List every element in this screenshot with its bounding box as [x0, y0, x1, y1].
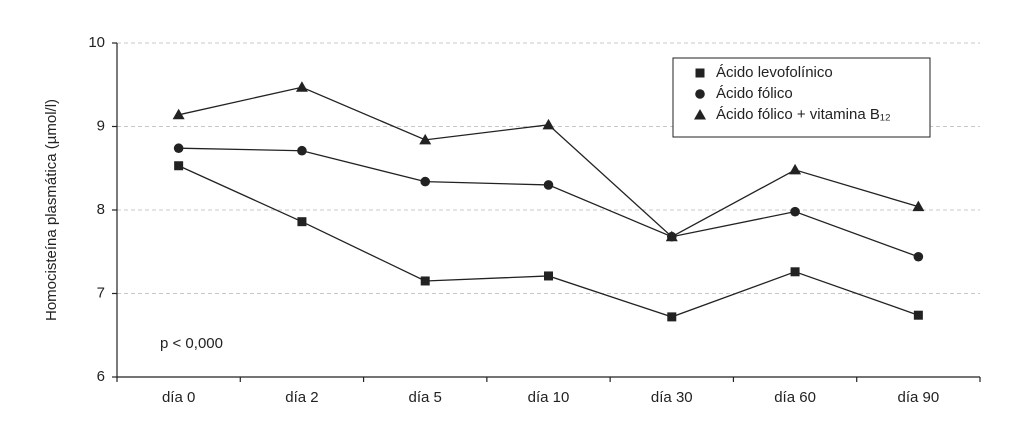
- y-tick-label: 10: [88, 34, 105, 51]
- legend-label: Ácido fólico + vitamina B₁₂: [716, 106, 891, 123]
- x-tick-label: día 10: [528, 389, 570, 406]
- y-axis-label: Homocisteína plasmática (µmol/l): [43, 99, 60, 321]
- marker: [297, 217, 307, 227]
- x-tick-label: día 2: [285, 389, 318, 406]
- series-line: [178, 147, 919, 258]
- marker: [420, 276, 430, 286]
- marker: [913, 310, 923, 320]
- legend-box: [672, 57, 931, 138]
- marker: [694, 109, 706, 120]
- marker: [543, 180, 554, 190]
- marker: [420, 176, 431, 187]
- x-tick-label: día 0: [162, 389, 195, 406]
- x-tick-label: día 5: [409, 389, 442, 406]
- marker: [542, 118, 555, 130]
- y-tick-label: 6: [97, 368, 105, 385]
- marker: [544, 271, 553, 281]
- x-tick-label: día 60: [774, 389, 816, 406]
- marker: [172, 108, 185, 120]
- marker: [419, 133, 432, 145]
- marker: [913, 251, 924, 262]
- marker: [295, 81, 308, 92]
- x-tick-label: día 90: [897, 389, 939, 406]
- marker: [695, 89, 705, 99]
- marker: [297, 145, 307, 156]
- y-tick-label: 7: [97, 284, 105, 301]
- x-tick-label: día 30: [651, 389, 693, 406]
- legend-label: Ácido levofolínico: [716, 64, 833, 81]
- marker: [912, 200, 925, 212]
- legend-label: Ácido fólico: [716, 85, 793, 102]
- marker: [789, 163, 802, 175]
- marker: [665, 230, 678, 242]
- y-tick-label: 9: [97, 117, 105, 134]
- marker: [790, 206, 800, 217]
- marker: [695, 68, 705, 78]
- marker: [667, 312, 677, 322]
- marker: [174, 161, 184, 171]
- marker: [173, 143, 184, 154]
- marker: [790, 267, 800, 277]
- annotation: p < 0,000: [160, 335, 223, 352]
- y-tick-label: 8: [97, 201, 105, 218]
